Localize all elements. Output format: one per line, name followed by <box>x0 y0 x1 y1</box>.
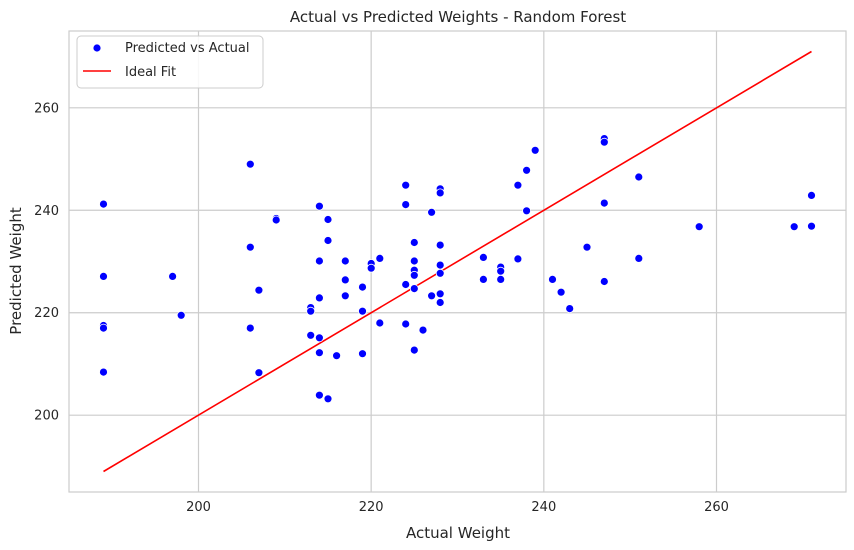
scatter-point <box>522 165 531 175</box>
scatter-point <box>634 172 644 182</box>
y-axis-label: Predicted Weight <box>7 207 25 335</box>
plot-frame <box>68 30 847 493</box>
tick-labels: 200 220 240 260 200 220 240 260 <box>34 101 729 515</box>
scatter-point <box>478 274 488 284</box>
scatter-point <box>807 190 816 200</box>
scatter-point <box>99 323 108 333</box>
scatter-point <box>634 253 644 263</box>
scatter-point <box>340 291 350 301</box>
scatter-point <box>513 180 523 190</box>
scatter-point <box>401 200 411 210</box>
scatter-point <box>306 330 316 340</box>
scatter-point <box>427 207 437 217</box>
scatter-point <box>435 298 445 307</box>
scatter-point <box>314 201 324 211</box>
scatter-point <box>522 206 531 216</box>
scatter-point <box>435 268 445 278</box>
scatter-point <box>358 349 367 359</box>
scatter-point <box>245 242 255 252</box>
scatter-point <box>176 310 186 320</box>
scatter-point <box>323 394 333 404</box>
scatter-point <box>168 271 178 281</box>
scatter-point <box>401 180 411 190</box>
scatter-point <box>401 280 411 289</box>
y-tick-label: 200 <box>34 409 59 424</box>
scatter-point <box>314 348 324 358</box>
scatter-point <box>245 159 255 169</box>
scatter-point <box>314 390 324 400</box>
scatter-point <box>323 236 333 245</box>
scatter-point <box>530 145 540 155</box>
scatter-point <box>375 253 385 263</box>
x-tick-label: 200 <box>186 500 211 515</box>
scatter-point <box>409 284 419 294</box>
scatter-point <box>409 256 419 266</box>
legend-box <box>76 35 264 89</box>
scatter-point <box>599 137 609 147</box>
scatter-point <box>513 254 523 264</box>
scatter-point <box>409 238 419 247</box>
scatter-point <box>271 215 281 225</box>
scatter-point <box>496 266 506 276</box>
scatter-point <box>582 242 592 252</box>
scatter-point <box>99 271 108 281</box>
scatter-point <box>565 304 575 314</box>
scatter-point <box>254 368 264 378</box>
scatter-point <box>314 333 324 343</box>
scatter-point <box>332 351 342 361</box>
y-tick-label: 260 <box>34 101 59 116</box>
legend-label-line: Ideal Fit <box>125 65 176 80</box>
scatter-point <box>496 274 506 284</box>
scatter-point <box>401 319 411 329</box>
legend: Predicted vs Actual Ideal Fit <box>76 35 264 89</box>
scatter-point <box>599 277 609 286</box>
scatter-point <box>694 222 704 232</box>
y-tick-label: 240 <box>34 204 59 219</box>
legend-label-scatter: Predicted vs Actual <box>125 41 249 56</box>
scatter-point <box>340 256 350 266</box>
scatter-point <box>807 221 816 231</box>
scatter-point <box>366 263 376 273</box>
scatter-point <box>435 289 445 299</box>
scatter-point <box>306 306 316 316</box>
y-tick-label: 220 <box>34 306 59 321</box>
scatter-point <box>375 318 385 328</box>
scatter-point <box>99 367 108 377</box>
x-tick-label: 260 <box>704 500 729 515</box>
scatter-point <box>478 252 488 262</box>
scatter-point <box>418 325 428 335</box>
scatter-point <box>314 256 324 266</box>
scatter-point <box>409 270 419 280</box>
scatter-point <box>245 323 255 333</box>
scatter-point <box>435 188 445 198</box>
scatter-point <box>599 198 609 208</box>
scatter-point <box>789 222 799 232</box>
scatter-point <box>548 274 557 284</box>
scatter-point <box>427 291 437 301</box>
scatter-point <box>340 275 350 285</box>
scatter-point <box>314 293 324 303</box>
scatter-point <box>435 260 445 270</box>
x-axis-label: Actual Weight <box>406 524 510 542</box>
scatter-point <box>409 345 419 355</box>
scatter-point <box>435 240 445 250</box>
legend-marker-scatter <box>92 43 102 53</box>
x-tick-label: 240 <box>531 500 556 515</box>
data-points <box>99 134 816 404</box>
scatter-point <box>99 199 108 209</box>
scatter-point <box>358 306 367 316</box>
chart-title: Actual vs Predicted Weights - Random For… <box>290 8 626 26</box>
x-tick-label: 220 <box>359 500 384 515</box>
scatter-point <box>556 287 566 297</box>
ideal-fit-layer <box>103 50 812 473</box>
ideal-fit-line <box>103 50 812 473</box>
scatter-point <box>358 282 367 292</box>
scatter-point <box>254 285 264 295</box>
scatter-point <box>323 215 333 224</box>
